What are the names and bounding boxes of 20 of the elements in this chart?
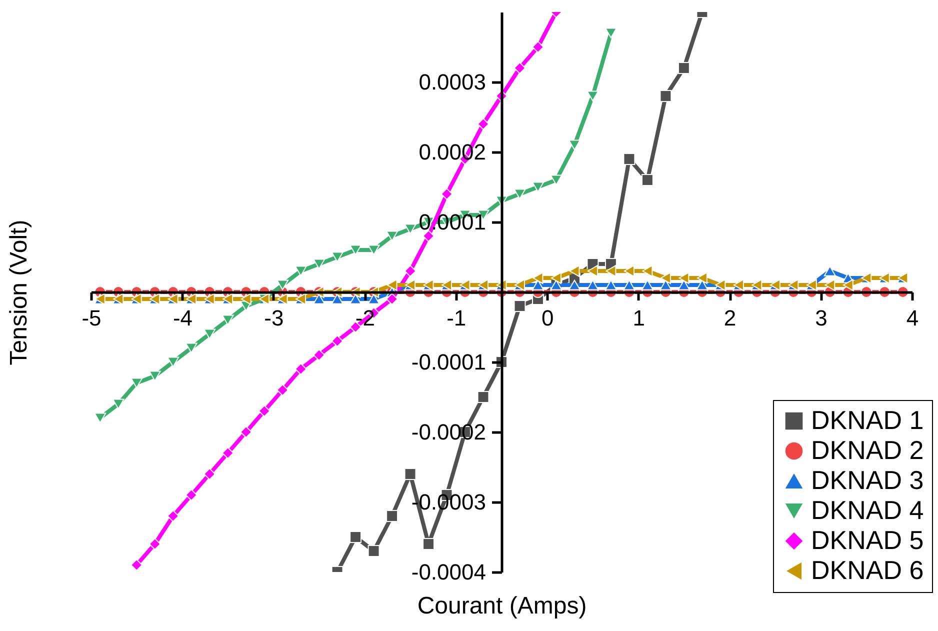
x-tick-label: 4 xyxy=(906,306,919,330)
legend-label: DKNAD 5 xyxy=(811,525,924,555)
x-tick-label: 3 xyxy=(815,306,828,330)
legend-label: DKNAD 1 xyxy=(811,405,924,435)
legend-label: DKNAD 4 xyxy=(811,495,924,525)
x-tick-label: 2 xyxy=(724,306,736,330)
legend-label: DKNAD 3 xyxy=(811,465,924,495)
y-axis-title: Tension (Volt) xyxy=(6,220,32,366)
x-tick-label: -5 xyxy=(82,306,102,330)
x-axis-title: Courant (Amps) xyxy=(417,592,587,620)
x-tick-label: -1 xyxy=(446,306,466,330)
x-tick-label: -4 xyxy=(172,306,193,330)
legend-label: DKNAD 2 xyxy=(811,435,924,465)
y-tick-label: -0.0001 xyxy=(411,350,486,374)
y-tick-label: 0.0003 xyxy=(418,70,486,94)
x-tick-label: -3 xyxy=(264,306,284,330)
y-tick-label: -0.0004 xyxy=(411,560,486,584)
legend-label: DKNAD 6 xyxy=(811,555,924,585)
x-tick-label: 0 xyxy=(541,306,554,330)
x-tick-label: 1 xyxy=(632,306,645,330)
